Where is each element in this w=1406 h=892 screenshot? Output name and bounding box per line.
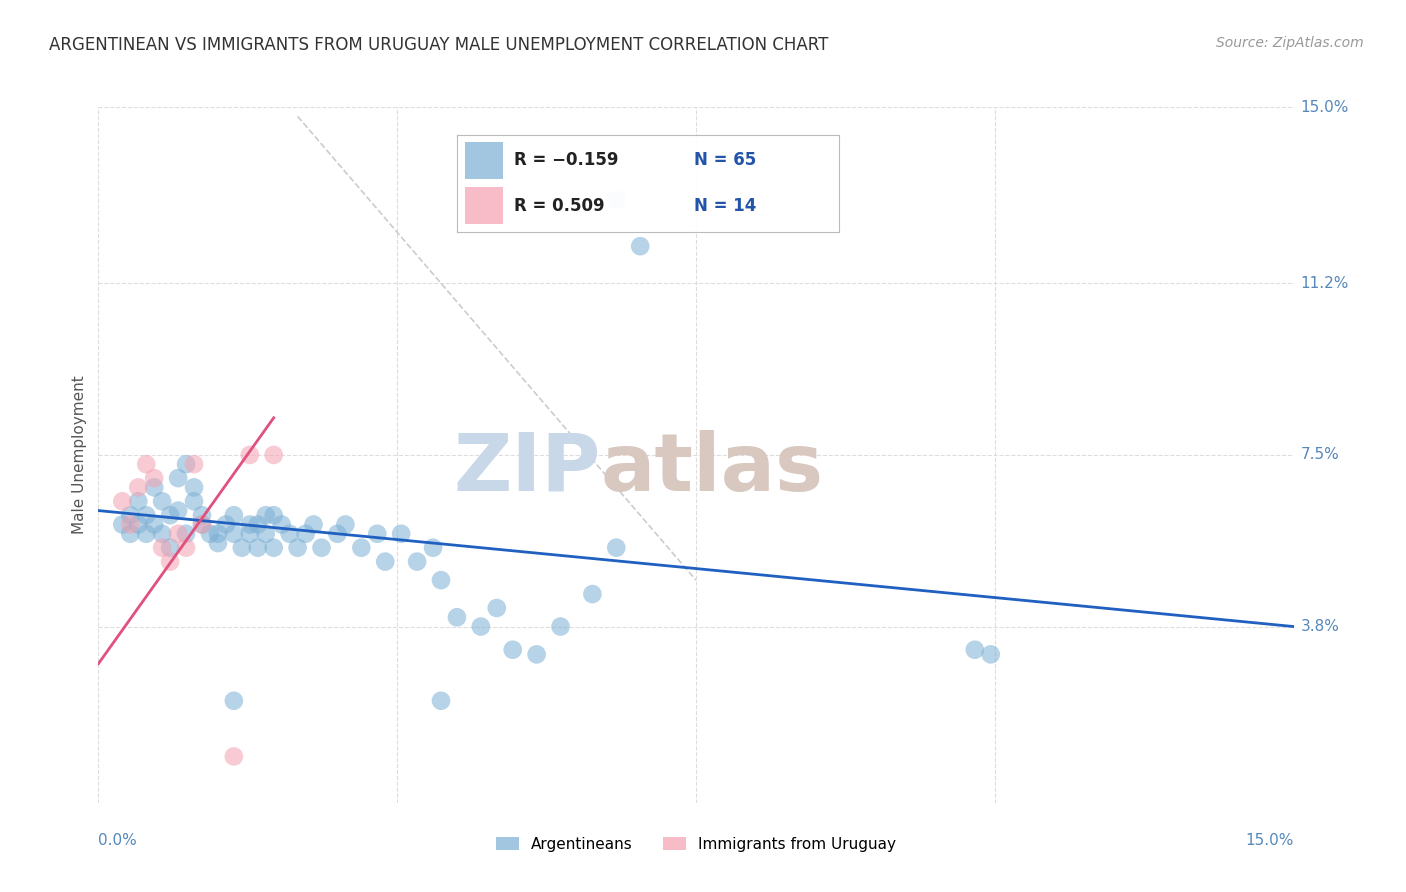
Text: ZIP: ZIP [453, 430, 600, 508]
Point [581, 587, 603, 601]
Point [120, 508, 142, 523]
Text: ARGENTINEAN VS IMMIGRANTS FROM URUGUAY MALE UNEMPLOYMENT CORRELATION CHART: ARGENTINEAN VS IMMIGRANTS FROM URUGUAY M… [49, 36, 828, 54]
Point [127, 494, 149, 508]
Text: 11.2%: 11.2% [1301, 276, 1348, 291]
Point [215, 517, 238, 532]
Point [174, 526, 197, 541]
Point [183, 494, 205, 508]
Point [430, 573, 453, 587]
Text: atlas: atlas [600, 430, 824, 508]
Point [222, 526, 245, 541]
Point [980, 648, 1002, 662]
Point [389, 526, 412, 541]
Text: 0.0%: 0.0% [98, 833, 138, 848]
Text: 15.0%: 15.0% [1301, 100, 1348, 114]
Point [150, 541, 173, 555]
Point [446, 610, 468, 624]
Text: R = 0.509: R = 0.509 [515, 197, 605, 215]
Point [302, 517, 325, 532]
Point [159, 508, 181, 523]
Point [150, 494, 173, 508]
Point [239, 517, 262, 532]
Point [135, 457, 157, 471]
Bar [464, 142, 503, 178]
Point [263, 541, 285, 555]
Point [254, 526, 277, 541]
Bar [464, 187, 503, 225]
Point [167, 526, 190, 541]
Point [191, 517, 214, 532]
Point [111, 494, 134, 508]
Point [174, 541, 197, 555]
Point [311, 541, 333, 555]
Point [263, 448, 285, 462]
Point [406, 555, 429, 569]
Point [207, 526, 229, 541]
Point [502, 642, 524, 657]
Point [294, 526, 316, 541]
Point [167, 503, 190, 517]
Point [174, 457, 197, 471]
Point [183, 480, 205, 494]
Point [550, 619, 572, 633]
Point [254, 508, 277, 523]
Y-axis label: Male Unemployment: Male Unemployment [72, 376, 87, 534]
Point [270, 517, 292, 532]
Text: N = 14: N = 14 [695, 197, 756, 215]
Point [207, 536, 229, 550]
Point [167, 471, 190, 485]
Point [485, 601, 508, 615]
Point [422, 541, 444, 555]
Point [963, 642, 986, 657]
Point [605, 193, 627, 207]
Point [111, 517, 134, 532]
Text: 7.5%: 7.5% [1301, 448, 1339, 462]
Point [135, 526, 157, 541]
Text: 3.8%: 3.8% [1301, 619, 1340, 634]
Point [239, 448, 262, 462]
Point [278, 526, 301, 541]
Legend: Argentineans, Immigrants from Uruguay: Argentineans, Immigrants from Uruguay [489, 830, 903, 858]
Text: 15.0%: 15.0% [1246, 833, 1294, 848]
Point [335, 517, 357, 532]
Point [127, 480, 149, 494]
Point [326, 526, 349, 541]
Point [239, 526, 262, 541]
Point [120, 517, 142, 532]
Point [150, 526, 173, 541]
Point [143, 471, 166, 485]
Point [135, 508, 157, 523]
Point [246, 541, 269, 555]
Point [605, 541, 627, 555]
Point [374, 555, 396, 569]
Point [120, 526, 142, 541]
Point [246, 517, 269, 532]
Point [191, 508, 214, 523]
Point [430, 694, 453, 708]
Point [127, 517, 149, 532]
Point [191, 517, 214, 532]
Point [470, 619, 492, 633]
Point [159, 555, 181, 569]
Point [143, 517, 166, 532]
Point [143, 480, 166, 494]
Point [263, 508, 285, 523]
Point [222, 749, 245, 764]
Point [628, 239, 651, 253]
Point [198, 526, 221, 541]
Point [526, 648, 548, 662]
Point [231, 541, 253, 555]
Point [183, 457, 205, 471]
Point [159, 541, 181, 555]
Point [366, 526, 388, 541]
Point [222, 694, 245, 708]
Text: N = 65: N = 65 [695, 152, 756, 169]
Point [222, 508, 245, 523]
Text: Source: ZipAtlas.com: Source: ZipAtlas.com [1216, 36, 1364, 50]
Point [287, 541, 309, 555]
Point [350, 541, 373, 555]
Text: R = −0.159: R = −0.159 [515, 152, 619, 169]
